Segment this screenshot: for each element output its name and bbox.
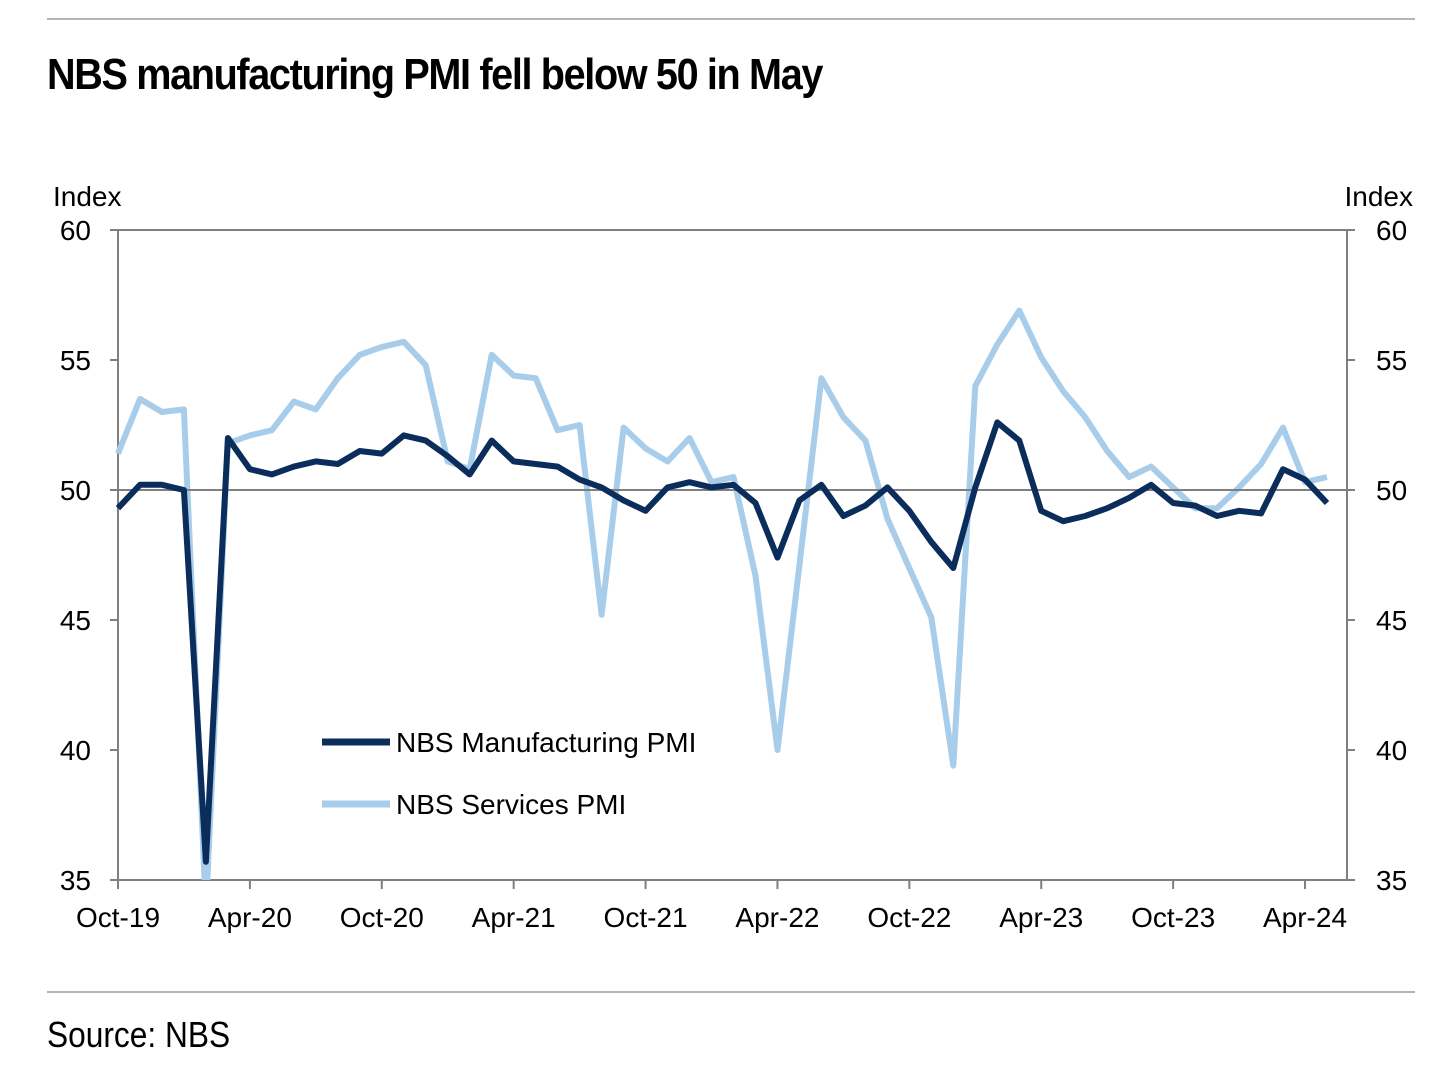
x-tick-label: Apr-23 (999, 902, 1083, 933)
y-tick-right-label: 50 (1376, 475, 1407, 506)
y-tick-left-label: 40 (60, 735, 91, 766)
legend: NBS Manufacturing PMI NBS Services PMI (322, 727, 696, 820)
y-tick-left-label: 60 (60, 215, 91, 246)
x-tick-label: Apr-20 (208, 902, 292, 933)
y-tick-right-label: 45 (1376, 605, 1407, 636)
x-tick-label: Oct-20 (340, 902, 424, 933)
series-line-services (115, 307, 1328, 880)
y-axis-right-label: Index (1345, 181, 1414, 212)
x-tick-label: Apr-22 (735, 902, 819, 933)
y-tick-right-label: 40 (1376, 735, 1407, 766)
series-lines (115, 307, 1347, 880)
bottom-rule (47, 991, 1415, 993)
y-axis-left-label: Index (53, 181, 122, 212)
y-tick-right-label: 55 (1376, 345, 1407, 376)
chart-title: NBS manufacturing PMI fell below 50 in M… (47, 50, 823, 99)
x-tick-label: Oct-22 (867, 902, 951, 933)
x-tick-label: Oct-21 (604, 902, 688, 933)
y-tick-left-label: 45 (60, 605, 91, 636)
x-axis-ticks: Oct-19 Apr-20 Oct-20 Apr-21 Oct-21 Apr-22 Oct-… (76, 880, 1347, 933)
x-tick-label: Apr-21 (472, 902, 556, 933)
y-tick-left-label: 50 (60, 475, 91, 506)
x-tick-label: Apr-24 (1263, 902, 1347, 933)
legend-label-manufacturing: NBS Manufacturing PMI (396, 727, 696, 758)
series-line-manufacturing (115, 419, 1330, 865)
x-tick-label: Oct-19 (76, 902, 160, 933)
y-tick-right-label: 60 (1376, 215, 1407, 246)
y-tick-left-label: 35 (60, 865, 91, 896)
plot-frame (117, 229, 1348, 881)
y-tick-right-label: 35 (1376, 865, 1407, 896)
x-tick-label: Oct-23 (1131, 902, 1215, 933)
y-axis-ticks: 60 60 55 55 50 50 45 45 40 40 35 35 (60, 215, 1407, 896)
top-rule (47, 18, 1415, 20)
y-tick-left-label: 55 (60, 345, 91, 376)
source-note: Source: NBS (47, 1014, 231, 1055)
legend-label-services: NBS Services PMI (396, 789, 626, 820)
